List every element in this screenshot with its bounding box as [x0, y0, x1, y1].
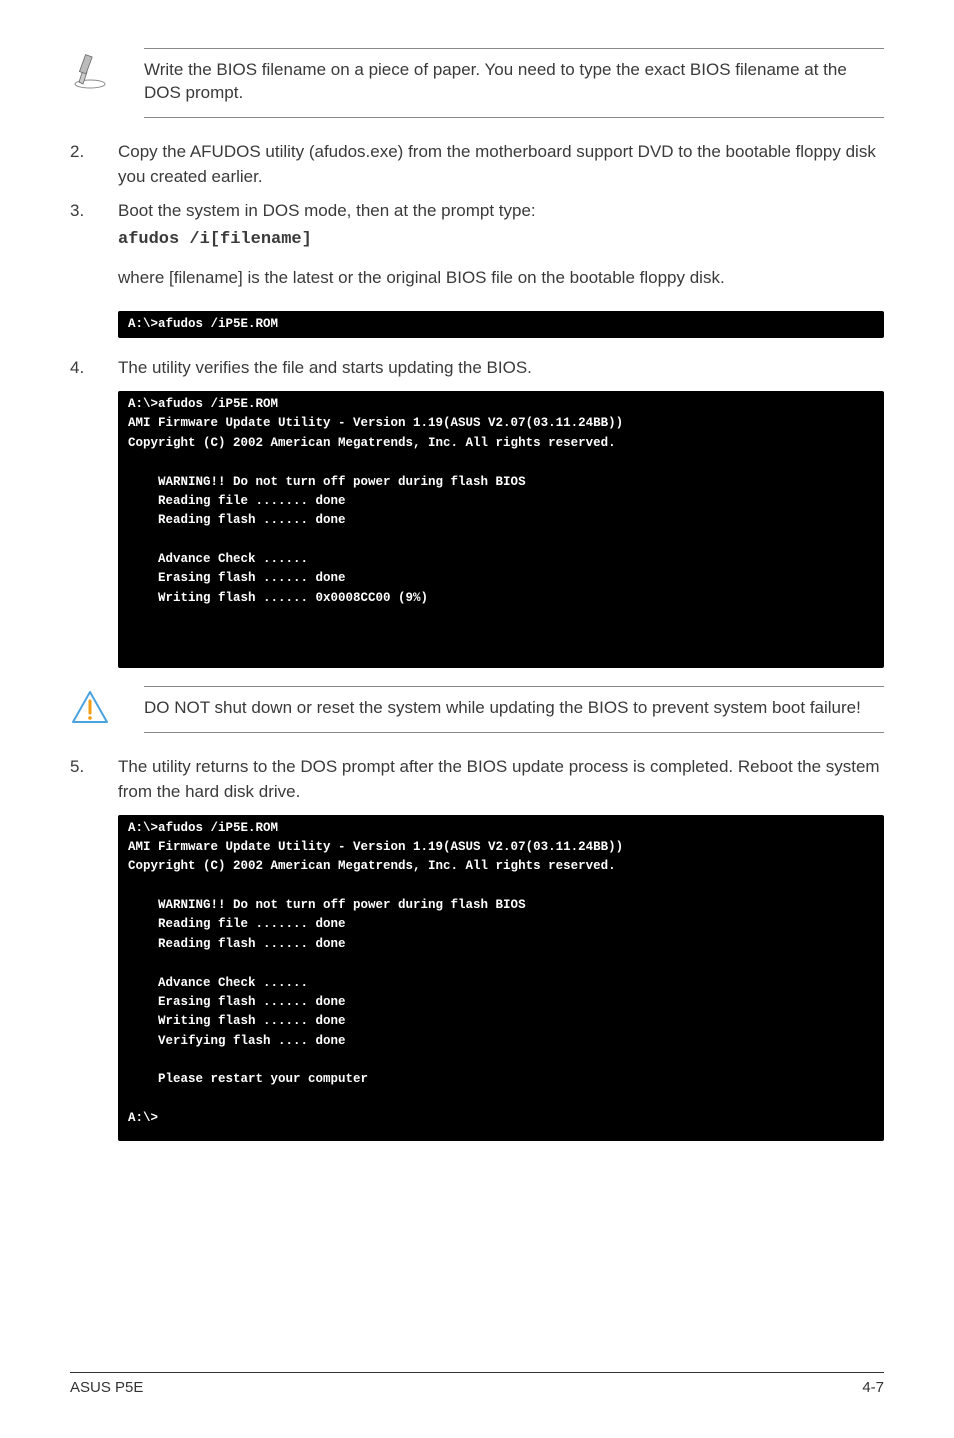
step3-command: afudos /i[filename]	[118, 228, 884, 253]
step-body: The utility returns to the DOS prompt af…	[118, 755, 884, 804]
step-number: 4.	[70, 356, 118, 381]
warning-icon	[70, 713, 110, 732]
step3-para2: where [filename] is the latest or the or…	[118, 266, 884, 291]
pencil-icon-cell	[70, 48, 144, 95]
step-4: 4. The utility verifies the file and sta…	[70, 356, 884, 381]
step-3: 3. Boot the system in DOS mode, then at …	[70, 199, 884, 301]
footer-left: ASUS P5E	[70, 1379, 143, 1396]
note-text: Write the BIOS filename on a piece of pa…	[144, 48, 884, 118]
note-text: DO NOT shut down or reset the system whi…	[144, 686, 884, 733]
step-body: Copy the AFUDOS utility (afudos.exe) fro…	[118, 140, 884, 189]
note-warning: DO NOT shut down or reset the system whi…	[70, 686, 884, 733]
step-number: 5.	[70, 755, 118, 804]
step-number: 3.	[70, 199, 118, 301]
terminal-3: A:\>afudos /iP5E.ROM AMI Firmware Update…	[118, 815, 884, 1141]
step-5: 5. The utility returns to the DOS prompt…	[70, 755, 884, 804]
terminal-2: A:\>afudos /iP5E.ROM AMI Firmware Update…	[118, 391, 884, 668]
terminal-1: A:\>afudos /iP5E.ROM	[118, 311, 884, 338]
footer-right: 4-7	[862, 1379, 884, 1396]
page-footer: ASUS P5E 4-7	[70, 1372, 884, 1396]
pencil-icon	[70, 75, 110, 94]
step-body: Boot the system in DOS mode, then at the…	[118, 199, 884, 301]
step-body: The utility verifies the file and starts…	[118, 356, 884, 381]
step-number: 2.	[70, 140, 118, 189]
note-pencil: Write the BIOS filename on a piece of pa…	[70, 48, 884, 118]
step-2: 2. Copy the AFUDOS utility (afudos.exe) …	[70, 140, 884, 189]
step3-line1: Boot the system in DOS mode, then at the…	[118, 199, 884, 224]
warning-icon-cell	[70, 686, 144, 733]
